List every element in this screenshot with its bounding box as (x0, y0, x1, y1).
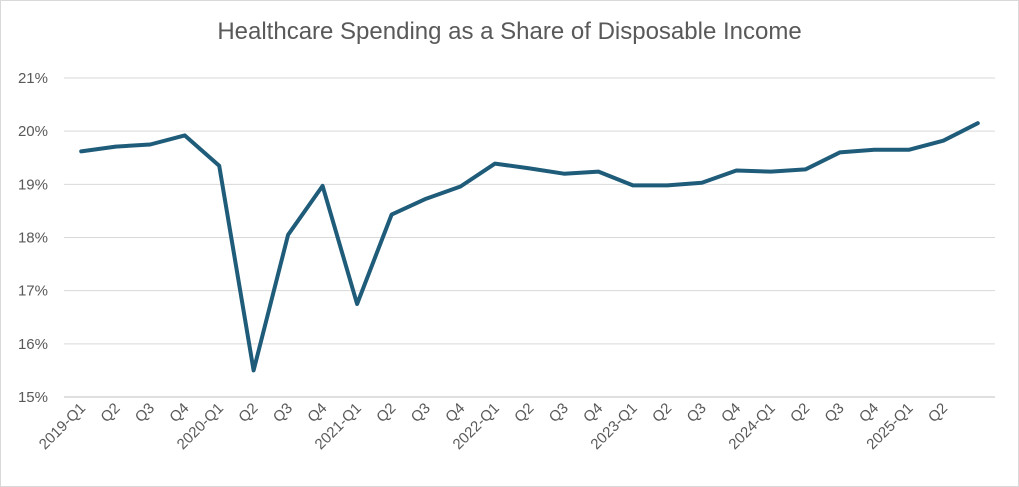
y-tick-label: 21% (18, 70, 48, 87)
y-tick-label: 15% (18, 389, 48, 406)
x-tick-label: Q2 (787, 400, 813, 426)
x-tick-label: Q4 (856, 400, 882, 426)
x-tick-label: Q2 (925, 400, 951, 426)
chart-title: Healthcare Spending as a Share of Dispos… (217, 18, 802, 45)
x-tick-label: Q4 (442, 400, 468, 426)
x-tick-label: Q3 (408, 400, 434, 426)
x-tick-label: Q3 (132, 400, 158, 426)
x-tick-label: Q4 (580, 400, 606, 426)
x-tick-label: Q2 (649, 400, 675, 426)
x-tick-label: 2019-Q1 (36, 400, 89, 453)
x-tick-label: Q4 (166, 400, 192, 426)
y-tick-label: 20% (18, 123, 48, 140)
x-tick-label: Q3 (684, 400, 710, 426)
x-tick-label: Q2 (97, 400, 123, 426)
x-tick-label: Q3 (270, 400, 296, 426)
y-axis-ticks: 15% 16% 17% 18% 19% 20% 21% (18, 70, 48, 406)
y-tick-label: 19% (18, 176, 48, 193)
x-tick-label: Q2 (511, 400, 537, 426)
x-tick-label: Q3 (821, 400, 847, 426)
series-group (79, 121, 980, 373)
x-tick-label: Q3 (546, 400, 572, 426)
y-tick-label: 16% (18, 336, 48, 353)
x-tick-label: Q4 (718, 400, 744, 426)
x-tick-label: Q4 (304, 400, 330, 426)
series-line (79, 121, 980, 373)
y-tick-label: 17% (18, 283, 48, 300)
x-tick-label: Q2 (373, 400, 399, 426)
y-tick-label: 18% (18, 230, 48, 247)
x-tick-label: Q2 (235, 400, 261, 426)
gridlines (64, 77, 995, 398)
